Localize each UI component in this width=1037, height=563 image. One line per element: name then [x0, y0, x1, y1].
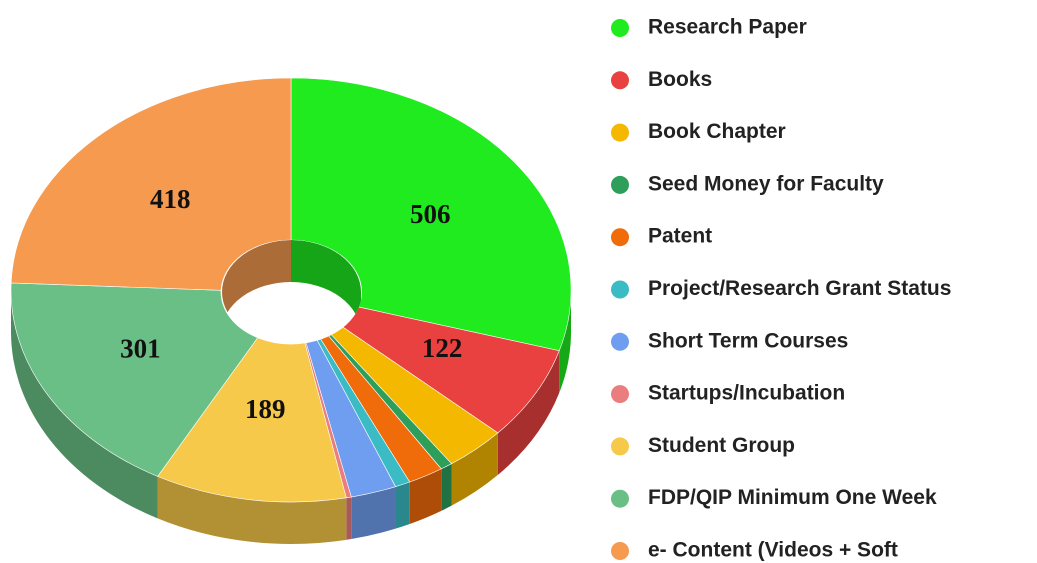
slice [10, 77, 292, 291]
inner-walls [222, 240, 361, 334]
value-label: 122 [422, 333, 463, 363]
slice [10, 282, 259, 477]
slice-side [497, 350, 560, 475]
legend-swatch [611, 385, 629, 404]
legend-swatch [611, 19, 629, 37]
legend-label: Startups/Incubation [648, 382, 845, 405]
inner-wall [291, 240, 361, 334]
slice-side [395, 482, 410, 529]
slice-side [409, 468, 442, 525]
inner-wall [222, 240, 291, 333]
legend-swatch [611, 489, 629, 508]
legend-label: Seed Money for Faculty [648, 172, 884, 195]
legend-label: e- Content (Videos + Soft [648, 539, 898, 562]
slice-side [559, 290, 571, 393]
value-label: 301 [120, 333, 161, 363]
legend-label: Book Chapter [648, 120, 786, 143]
legend-label: Project/Research Grant Status [648, 277, 951, 300]
slice-side [11, 290, 158, 519]
legend-swatch [611, 542, 629, 560]
legend-swatch [611, 332, 629, 351]
legend-swatch [611, 280, 629, 299]
value-label: 189 [245, 394, 286, 424]
legend-swatch [611, 175, 629, 194]
legend-label: Books [648, 68, 712, 91]
slice-side [346, 497, 352, 540]
legend-swatch [611, 123, 629, 142]
legend-label: Short Term Courses [648, 329, 848, 352]
value-label: 506 [410, 199, 451, 229]
slice-side [351, 486, 396, 540]
legend-swatch [611, 228, 629, 247]
slice-side [157, 476, 347, 544]
legend-swatch [611, 71, 629, 90]
legend-label: FDP/QIP Minimum One Week [648, 486, 937, 509]
legend-label: Research Paper [648, 16, 807, 39]
slice-side [451, 432, 498, 506]
legend-label: Patent [648, 225, 712, 248]
legend-swatch [611, 437, 629, 456]
slice-side [441, 463, 452, 511]
legend-label: Student Group [648, 434, 795, 457]
value-label: 418 [150, 184, 191, 214]
